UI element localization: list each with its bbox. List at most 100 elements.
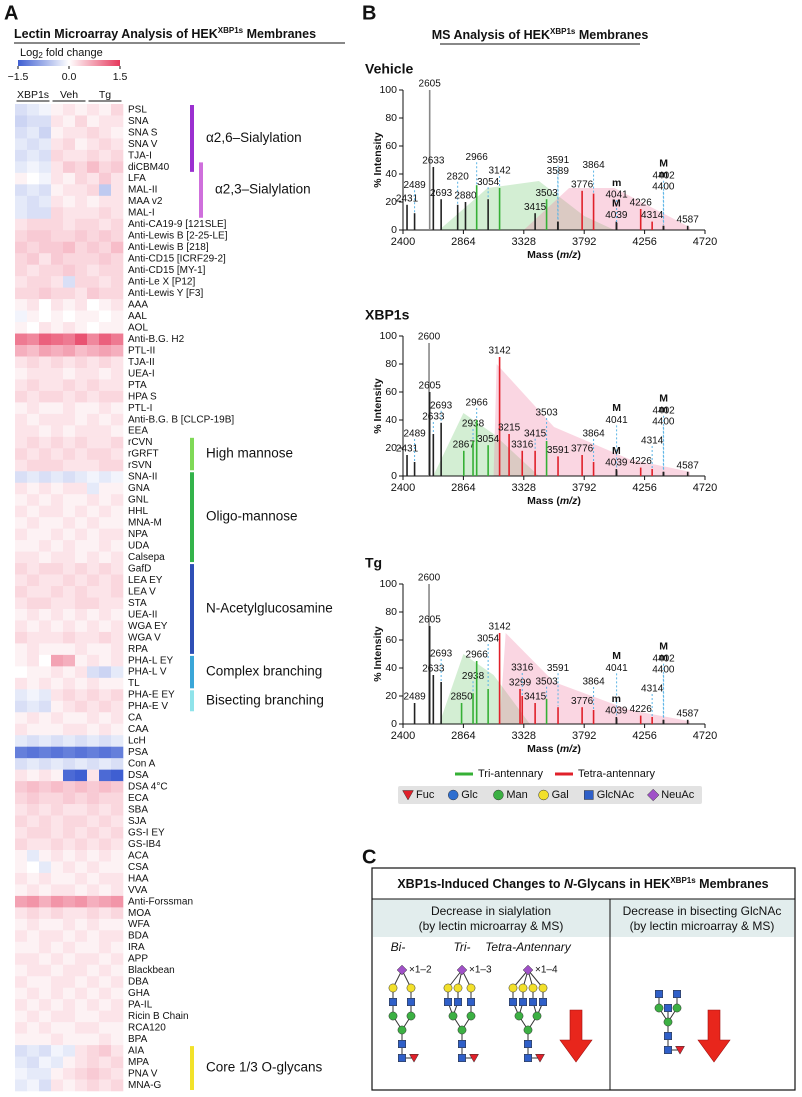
x-tick-label: 4256	[632, 236, 656, 248]
panel-title: Lectin Microarray Analysis of HEKXBP1s M…	[14, 26, 316, 41]
heatmap-cell	[111, 1022, 124, 1034]
heatmap-cell	[75, 643, 88, 656]
row-label: Anti-CD15 [ICRF29-2]	[128, 254, 226, 265]
heatmap-cell	[63, 677, 76, 690]
heatmap-cell	[75, 1033, 88, 1046]
heatmap-cell	[15, 666, 28, 679]
heatmap-cell	[51, 781, 64, 793]
heatmap-cell	[99, 1079, 112, 1092]
heatmap-cell	[27, 413, 40, 426]
x-tick-label: 4720	[693, 236, 717, 248]
heatmap-cell	[51, 540, 64, 552]
row-label: PSA	[128, 747, 148, 758]
heatmap-cell	[99, 540, 112, 552]
peak-label: 3142	[488, 166, 511, 177]
symbol	[519, 998, 527, 1006]
heatmap-cell	[99, 643, 112, 656]
heatmap-cell	[39, 528, 52, 541]
peak-label: 3316	[511, 439, 534, 450]
heatmap-cell	[111, 872, 124, 885]
heatmap-cell	[63, 425, 76, 438]
heatmap-cell	[15, 677, 28, 690]
peak-label: 3776	[571, 444, 594, 455]
heatmap-cell	[15, 517, 28, 529]
heatmap-cell	[51, 907, 64, 920]
heatmap-cell	[51, 712, 64, 725]
heatmap-cell	[111, 654, 124, 667]
structure-tag: M	[659, 641, 668, 653]
colorbar-label-text: Log	[20, 47, 38, 59]
heatmap-cell	[51, 976, 64, 989]
peak-label: 2966	[466, 398, 489, 409]
heatmap-cell	[27, 746, 40, 759]
row-label: CSA	[128, 862, 149, 873]
heatmap-cell	[75, 781, 88, 793]
row-label: Anti-Lewis B [2-25-LE]	[128, 231, 228, 242]
heatmap-cell	[27, 253, 40, 265]
heatmap-cell	[27, 115, 40, 128]
heatmap-cell	[51, 815, 64, 828]
heatmap-cell	[63, 551, 76, 564]
row-label: MNA-M	[128, 518, 162, 529]
heatmap-cell	[99, 930, 112, 943]
heatmap-cell	[51, 138, 64, 151]
row-label: PTL-II	[128, 345, 155, 356]
heatmap-cell	[39, 758, 52, 770]
heatmap-cell	[15, 230, 28, 243]
peak-label: 3503	[535, 188, 558, 199]
heatmap-cell	[87, 459, 100, 472]
title-text: -Glycans in HEK	[573, 877, 670, 891]
y-tick-label: 100	[379, 84, 397, 96]
peak-label: 3591	[547, 155, 570, 166]
heatmap-cell	[39, 884, 52, 897]
heatmap-cell	[111, 1033, 124, 1046]
heatmap-cell	[63, 895, 76, 908]
heatmap-cell	[15, 700, 28, 713]
heatmap-cell	[99, 1068, 112, 1080]
peak-label: 2966	[466, 152, 489, 163]
heatmap-cell	[51, 241, 64, 254]
heatmap-cell	[75, 356, 88, 369]
heatmap-cell	[99, 999, 112, 1011]
peak-label: 2633	[422, 664, 445, 675]
symbol	[664, 1032, 672, 1040]
heatmap-cell	[51, 758, 64, 770]
column-group-label: Veh	[60, 89, 78, 101]
peak-label: 3591	[547, 445, 570, 456]
heatmap-cell	[87, 838, 100, 851]
heatmap-cell	[99, 654, 112, 667]
heatmap-cell	[51, 1079, 64, 1092]
heatmap-cell	[63, 161, 76, 174]
symbol	[466, 1011, 476, 1021]
heatmap-cell	[87, 597, 100, 610]
heatmap-cell	[111, 436, 124, 449]
heatmap-cell	[63, 689, 76, 702]
heatmap-cell	[27, 1056, 40, 1069]
symbol	[396, 964, 408, 976]
trend-shade	[439, 181, 615, 230]
heatmap-cell	[99, 471, 112, 484]
peak-label: 2600	[418, 332, 441, 343]
heatmap-cell	[51, 345, 64, 357]
peak-label: 3054	[477, 434, 500, 445]
heatmap-cell	[87, 735, 100, 747]
heatmap-cell	[87, 551, 100, 564]
y-tick-label: 80	[385, 358, 397, 370]
heatmap-cell	[111, 218, 124, 231]
row-label: SNA	[128, 116, 149, 127]
heatmap-cell	[39, 872, 52, 885]
heatmap-cell	[15, 390, 28, 403]
peak-label: 3776	[571, 179, 594, 190]
heatmap-cell	[51, 482, 64, 495]
heatmap-cell	[63, 861, 76, 874]
heatmap-cell	[75, 1022, 88, 1034]
x-axis-title-text: Mass (	[527, 495, 560, 507]
heatmap-cell	[87, 677, 100, 690]
peak-label: 4314	[641, 684, 664, 695]
row-label: SJA	[128, 816, 147, 827]
heatmap-cell	[111, 563, 124, 575]
heatmap-cell	[39, 356, 52, 369]
heatmap-cell	[99, 161, 112, 174]
symbol	[397, 1025, 407, 1035]
